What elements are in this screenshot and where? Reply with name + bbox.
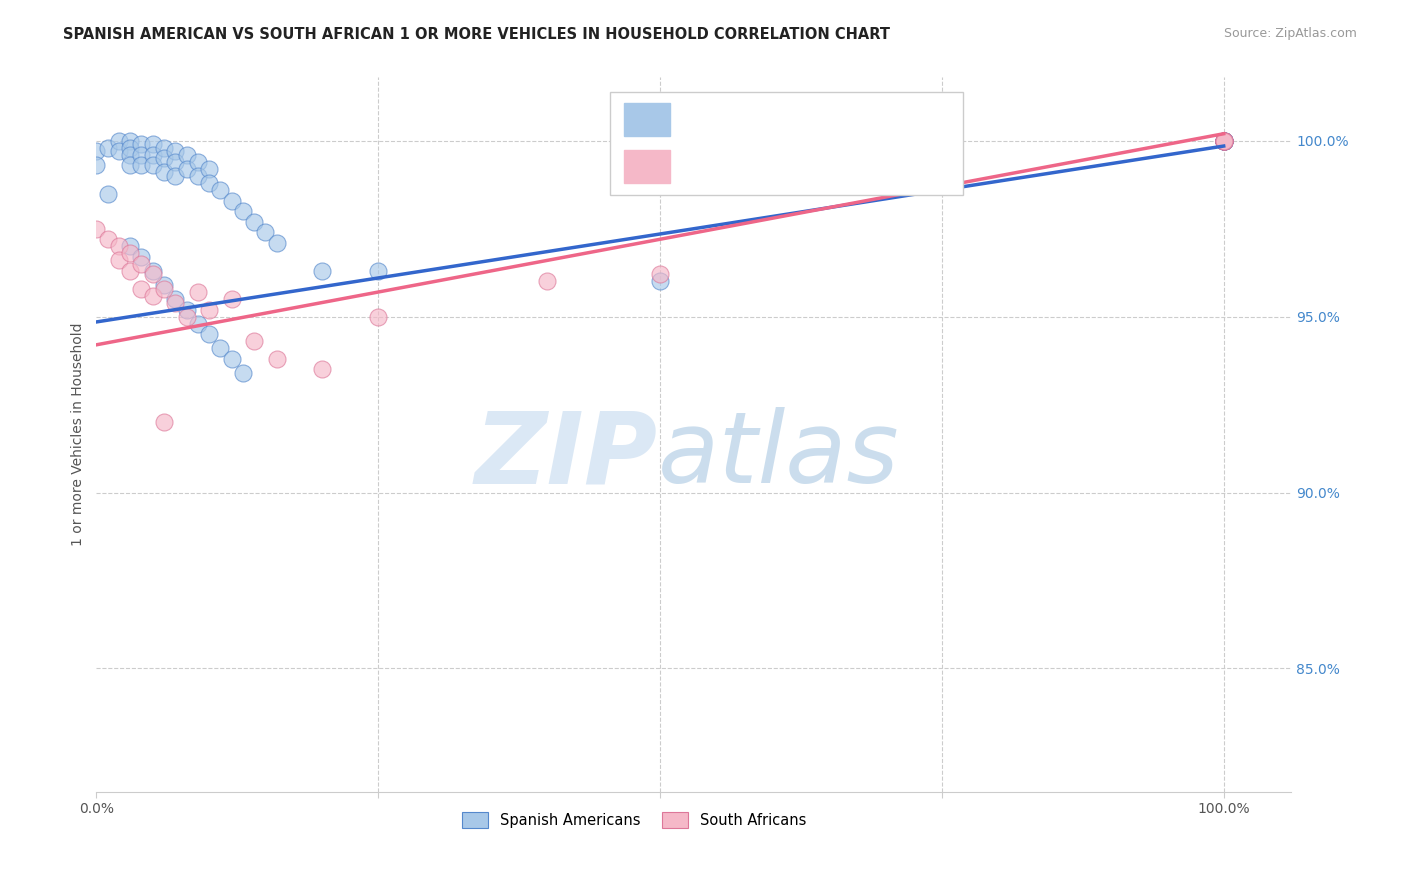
Legend: Spanish Americans, South Africans: Spanish Americans, South Africans [456, 805, 813, 834]
Point [648, 268, 671, 282]
Point [165, 295, 187, 310]
Point [142, 264, 165, 278]
Point [243, 215, 266, 229]
Point [187, 317, 209, 331]
Point [142, 148, 165, 162]
Point [1212, 134, 1234, 148]
Point [1212, 134, 1234, 148]
Point [120, 134, 142, 148]
Point [209, 183, 232, 197]
Point [1212, 134, 1234, 148]
Point [367, 264, 389, 278]
Point [153, 281, 176, 295]
Point [1212, 134, 1234, 148]
Point [120, 239, 142, 253]
Point [1212, 134, 1234, 148]
Text: Source: ZipAtlas.com: Source: ZipAtlas.com [1223, 27, 1357, 40]
Text: ZIP: ZIP [475, 408, 658, 505]
Point [120, 264, 142, 278]
Point [176, 148, 198, 162]
Point [187, 169, 209, 183]
Point [266, 235, 288, 250]
Point [367, 310, 389, 324]
Point [108, 253, 131, 268]
Point [1212, 134, 1234, 148]
Point [153, 141, 176, 155]
Point [86, 221, 108, 235]
Point [108, 239, 131, 253]
Point [1212, 134, 1234, 148]
Point [108, 145, 131, 159]
Point [165, 154, 187, 169]
Point [153, 415, 176, 429]
Point [198, 302, 221, 317]
Point [311, 362, 333, 376]
Point [176, 161, 198, 176]
Point [165, 169, 187, 183]
Point [86, 145, 108, 159]
Point [165, 292, 187, 306]
Point [221, 194, 243, 208]
Point [131, 148, 153, 162]
Point [648, 275, 671, 289]
Point [1212, 134, 1234, 148]
Point [187, 154, 209, 169]
Point [131, 281, 153, 295]
Point [153, 152, 176, 166]
Point [1212, 134, 1234, 148]
Point [198, 176, 221, 190]
Point [153, 278, 176, 293]
Point [142, 288, 165, 302]
Point [97, 186, 120, 201]
Point [176, 302, 198, 317]
Text: SPANISH AMERICAN VS SOUTH AFRICAN 1 OR MORE VEHICLES IN HOUSEHOLD CORRELATION CH: SPANISH AMERICAN VS SOUTH AFRICAN 1 OR M… [63, 27, 890, 42]
Point [97, 141, 120, 155]
Point [120, 246, 142, 260]
Point [131, 137, 153, 152]
Point [198, 161, 221, 176]
Point [131, 250, 153, 264]
Point [1212, 134, 1234, 148]
Point [1212, 134, 1234, 148]
Point [131, 158, 153, 172]
Point [142, 158, 165, 172]
Point [86, 158, 108, 172]
Point [221, 292, 243, 306]
Y-axis label: 1 or more Vehicles in Household: 1 or more Vehicles in Household [72, 323, 86, 546]
Point [187, 285, 209, 299]
Point [108, 134, 131, 148]
Point [120, 141, 142, 155]
Point [97, 232, 120, 246]
Point [198, 327, 221, 342]
Point [165, 145, 187, 159]
Point [142, 268, 165, 282]
Point [1212, 134, 1234, 148]
Point [243, 334, 266, 349]
Point [232, 204, 254, 219]
Point [221, 351, 243, 366]
Point [232, 366, 254, 380]
Point [1212, 134, 1234, 148]
Point [176, 310, 198, 324]
Point [254, 225, 277, 239]
Text: atlas: atlas [658, 408, 900, 505]
Point [1212, 134, 1234, 148]
Point [1212, 134, 1234, 148]
Point [120, 148, 142, 162]
Point [120, 158, 142, 172]
Point [142, 137, 165, 152]
Point [131, 257, 153, 271]
Point [1212, 134, 1234, 148]
Point [153, 165, 176, 179]
Point [536, 275, 558, 289]
Point [311, 264, 333, 278]
Point [209, 342, 232, 356]
Point [266, 351, 288, 366]
